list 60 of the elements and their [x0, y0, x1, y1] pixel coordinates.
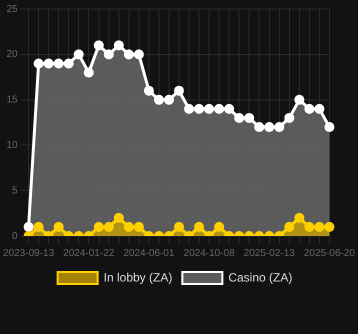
point: [214, 222, 224, 232]
point: [194, 222, 204, 232]
point: [254, 122, 264, 132]
point: [134, 222, 144, 232]
point: [144, 86, 154, 96]
point: [314, 104, 324, 114]
point: [34, 222, 44, 232]
point: [54, 58, 64, 68]
point: [224, 104, 234, 114]
point: [124, 222, 134, 232]
point: [104, 222, 114, 232]
x-tick-label: 2024-10-08: [184, 248, 236, 259]
point: [184, 104, 194, 114]
point: [174, 86, 184, 96]
point: [164, 94, 174, 105]
point: [234, 112, 244, 123]
point: [84, 68, 94, 78]
point: [304, 222, 314, 232]
point: [264, 122, 274, 132]
point: [24, 222, 34, 232]
point: [174, 222, 184, 232]
point: [204, 104, 214, 114]
point: [94, 40, 104, 50]
y-tick-label: 0: [12, 230, 18, 242]
point: [284, 222, 294, 232]
point: [214, 104, 224, 114]
x-tick-label: 2025-06-20: [304, 248, 356, 259]
legend-label: In lobby (ZA): [104, 270, 172, 284]
point: [294, 212, 304, 223]
x-tick-label: 2024-06-01: [123, 248, 175, 259]
point: [304, 104, 314, 114]
y-tick-label: 15: [6, 94, 18, 106]
point: [284, 112, 294, 123]
point: [244, 112, 254, 123]
point: [64, 58, 74, 68]
x-tick-label: 2023-09-13: [3, 248, 55, 259]
point: [94, 222, 104, 232]
x-tick-label: 2024-01-22: [63, 248, 115, 259]
point: [104, 49, 114, 60]
y-tick-label: 5: [12, 185, 18, 196]
point: [274, 122, 284, 132]
y-tick-label: 10: [6, 140, 18, 151]
point: [134, 49, 144, 60]
y-tick-label: 25: [6, 4, 18, 15]
y-tick-label: 20: [6, 49, 18, 60]
point: [294, 94, 304, 105]
x-tick-label: 2025-02-13: [244, 248, 296, 259]
point: [194, 104, 204, 114]
point: [324, 222, 334, 232]
point: [124, 49, 134, 60]
point: [54, 222, 64, 232]
point: [114, 212, 124, 223]
point: [44, 58, 54, 68]
legend-label: Casino (ZA): [228, 270, 292, 284]
point: [74, 49, 84, 60]
point: [34, 58, 44, 68]
point: [324, 122, 334, 132]
point: [154, 94, 164, 105]
point: [114, 40, 124, 50]
point: [314, 222, 324, 232]
